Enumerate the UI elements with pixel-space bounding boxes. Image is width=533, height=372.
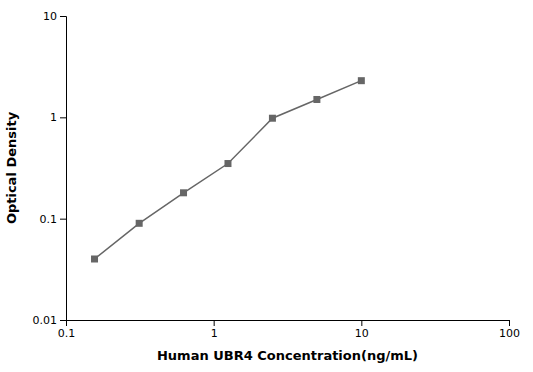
x-tick: 10 (355, 320, 369, 340)
y-tick-mark (60, 117, 66, 118)
point (91, 255, 98, 262)
y-axis-title: Optical Density (4, 111, 19, 224)
point (358, 77, 365, 84)
point (224, 160, 231, 167)
x-axis-title: Human UBR4 Concentration(ng/mL) (157, 348, 418, 363)
line (95, 81, 362, 259)
point (269, 115, 276, 122)
point (180, 189, 187, 196)
y-tick: 1 (50, 111, 66, 124)
y-axis: 0.01 0.1 1 10 (33, 10, 67, 327)
x-tick: 1 (211, 320, 218, 340)
y-tick-label: 0.01 (33, 314, 58, 327)
y-axis-line (60, 17, 67, 321)
y-tick: 0.01 (33, 314, 67, 327)
y-tick: 10 (43, 10, 66, 23)
x-tick-mark (509, 320, 510, 326)
point (136, 220, 143, 227)
y-tick-label: 10 (43, 10, 57, 23)
y-tick-mark (60, 16, 66, 17)
y-tick: 0.1 (40, 213, 67, 226)
x-tick: 0.1 (58, 320, 76, 340)
x-tick-mark (361, 320, 362, 326)
y-tick-label: 0.1 (40, 213, 58, 226)
x-tick: 100 (499, 320, 520, 340)
plot-area: 0.11101000.010.1110 (33, 10, 521, 340)
x-tick-label: 0.1 (58, 327, 76, 340)
x-axis-line (67, 321, 510, 327)
y-tick-mark (60, 320, 66, 321)
chart: 0.11101000.010.1110Human UBR4 Concentrat… (0, 0, 533, 372)
x-tick-label: 10 (355, 327, 369, 340)
marks (91, 77, 365, 262)
x-tick-label: 1 (211, 327, 218, 340)
y-tick-mark (60, 219, 66, 220)
x-tick-label: 100 (499, 327, 520, 340)
x-axis: 0.1 1 10 100 (58, 320, 520, 340)
point (313, 96, 320, 103)
x-tick-mark (214, 320, 215, 326)
y-tick-label: 1 (50, 111, 57, 124)
